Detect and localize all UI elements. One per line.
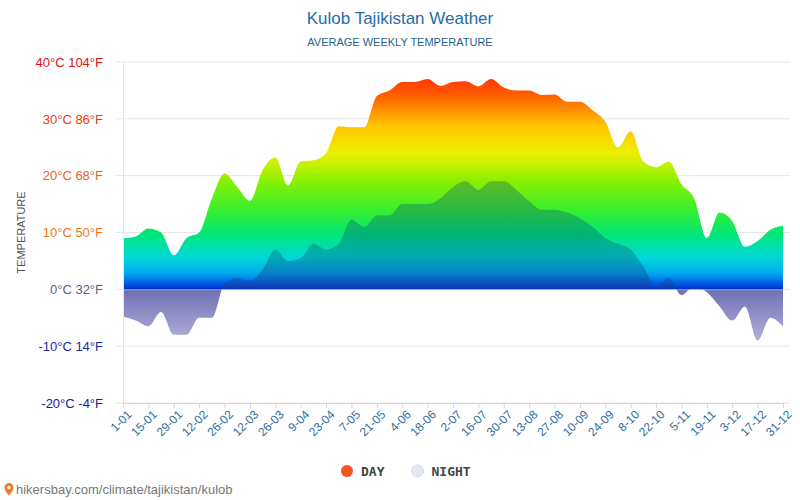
tick: 21-05 (357, 403, 389, 439)
tick-label: 10°C 50°F (43, 225, 103, 240)
chart: -20°C -4°F -10°C 14°F 0°C 32°F 10°C 50°F 20°… (0, 0, 800, 500)
tick: 12-03 (230, 403, 262, 439)
tick: 26-02 (204, 403, 236, 439)
tick: 23-04 (306, 403, 338, 439)
legend-label: DAY (361, 464, 385, 479)
tick: 10°C 50°F (43, 225, 123, 240)
plot-area (123, 79, 783, 340)
tick: 29-01 (154, 403, 186, 439)
pin-icon (5, 483, 14, 496)
source: hikersbay.com/climate/tajikistan/kulob (5, 482, 233, 497)
tick-label: 20°C 68°F (43, 168, 103, 183)
tick: 27-08 (534, 403, 566, 439)
grid (115, 62, 790, 403)
tick: 26-03 (255, 403, 287, 439)
y-axis: -20°C -4°F -10°C 14°F 0°C 32°F 10°C 50°F 20°… (36, 55, 124, 411)
tick-label: -20°C -4°F (41, 396, 103, 411)
tick: 13-08 (509, 403, 541, 439)
tick-label: 31-12 (763, 407, 795, 439)
grid-line (115, 346, 790, 347)
tick-label: 24-09 (585, 407, 617, 439)
tick: -20°C -4°F (41, 396, 123, 411)
tick-label: 13-08 (509, 407, 541, 439)
tick-label: 21-05 (357, 407, 389, 439)
tick-label: -10°C 14°F (38, 339, 103, 354)
tick-label: 18-06 (408, 407, 440, 439)
tick: 18-06 (408, 403, 440, 439)
tick: 24-09 (585, 403, 617, 439)
tick-label: 23-04 (306, 407, 338, 439)
tick-label: 30°C 86°F (43, 111, 103, 126)
subtitle: AVERAGE WEEKLY TEMPERATURE (307, 36, 492, 48)
y-axis-title: TEMPERATURE (15, 191, 27, 273)
tick-label: 26-03 (255, 407, 287, 439)
source-text: hikersbay.com/climate/tajikistan/kulob (16, 482, 233, 497)
tick: 30-07 (484, 403, 516, 439)
tick-label: 17-12 (738, 407, 770, 439)
legend-label: NIGHT (431, 464, 470, 479)
tick-label: 12-03 (230, 407, 262, 439)
tick-label: 22-10 (636, 407, 668, 439)
tick-label: 19-11 (687, 407, 718, 438)
title: Kulob Tajikistan Weather (307, 9, 494, 28)
pin-dot (7, 486, 10, 489)
grid-line (115, 62, 790, 63)
legend-marker (411, 465, 423, 477)
tick: -10°C 14°F (38, 339, 123, 354)
tick-label: 40°C 104°F (36, 55, 104, 70)
tick-label: 27-08 (534, 407, 566, 439)
tick: 20°C 68°F (43, 168, 123, 183)
tick-label: 29-01 (154, 407, 186, 439)
x-axis: 1-0115-0129-0112-0226-0212-0326-039-0423… (108, 403, 795, 439)
tick-label: 26-02 (204, 407, 236, 439)
tick: 10-09 (560, 403, 592, 439)
tick: 40°C 104°F (36, 55, 124, 70)
tick: 15-01 (128, 403, 160, 439)
legend-marker (341, 465, 353, 477)
tick-label: 15-01 (128, 407, 160, 439)
tick-label: 12-02 (179, 407, 211, 439)
tick: 12-02 (179, 403, 211, 439)
legend-item: DAY (341, 464, 385, 479)
tick: 19-11 (687, 403, 718, 439)
legend-item: NIGHT (411, 464, 470, 479)
area-night (123, 181, 783, 340)
legend: DAY NIGHT (341, 464, 471, 479)
tick-label: 10-09 (560, 407, 592, 439)
tick: 0°C 32°F (50, 282, 123, 297)
tick: 16-07 (458, 403, 490, 439)
tick-label: 16-07 (458, 407, 490, 439)
tick-label: 30-07 (484, 407, 516, 439)
tick: 30°C 86°F (43, 111, 123, 126)
tick: 31-12 (763, 403, 795, 439)
tick-label: 0°C 32°F (50, 282, 103, 297)
axis-line (123, 63, 124, 404)
tick: 22-10 (636, 403, 668, 439)
tick: 17-12 (738, 403, 770, 439)
